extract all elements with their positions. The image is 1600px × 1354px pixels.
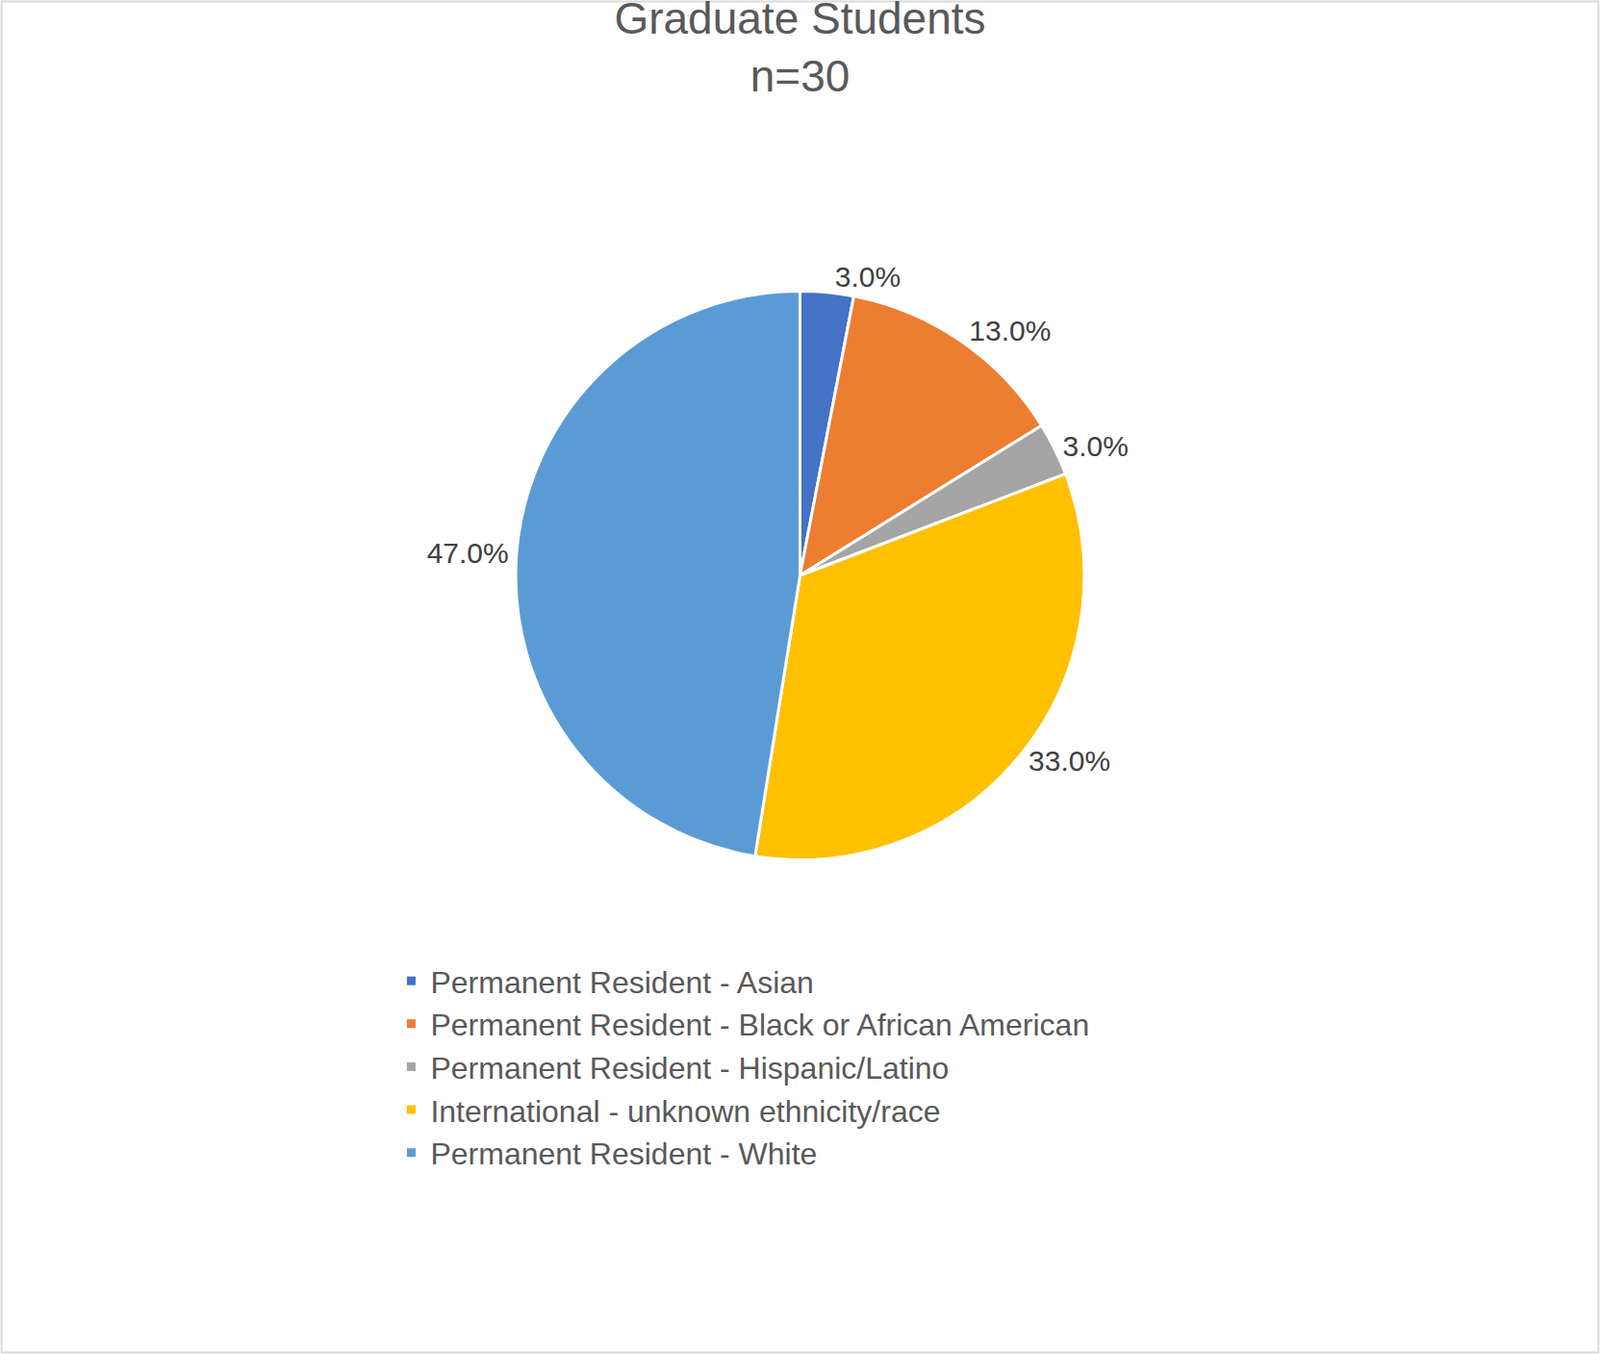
- svg-text:3.0%: 3.0%: [835, 260, 901, 293]
- svg-text:13.0%: 13.0%: [968, 314, 1051, 347]
- svg-text:Permanent Resident - Asian: Permanent Resident - Asian: [430, 965, 813, 1000]
- svg-text:Permanent Resident - Hispanic/: Permanent Resident - Hispanic/Latino: [430, 1050, 949, 1086]
- svg-text:Graduate Studentsn=30: Graduate Studentsn=30: [613, 0, 986, 102]
- svg-text:33.0%: 33.0%: [1028, 744, 1111, 777]
- svg-text:Permanent Resident - Black or: Permanent Resident - Black or African Am…: [430, 1007, 1090, 1042]
- svg-text:3.0%: 3.0%: [1062, 430, 1128, 462]
- svg-text:Permanent Resident - White: Permanent Resident - White: [430, 1136, 817, 1171]
- svg-text:International - unknown ethnic: International - unknown ethnicity/race: [430, 1093, 940, 1129]
- svg-text:47.0%: 47.0%: [427, 536, 509, 569]
